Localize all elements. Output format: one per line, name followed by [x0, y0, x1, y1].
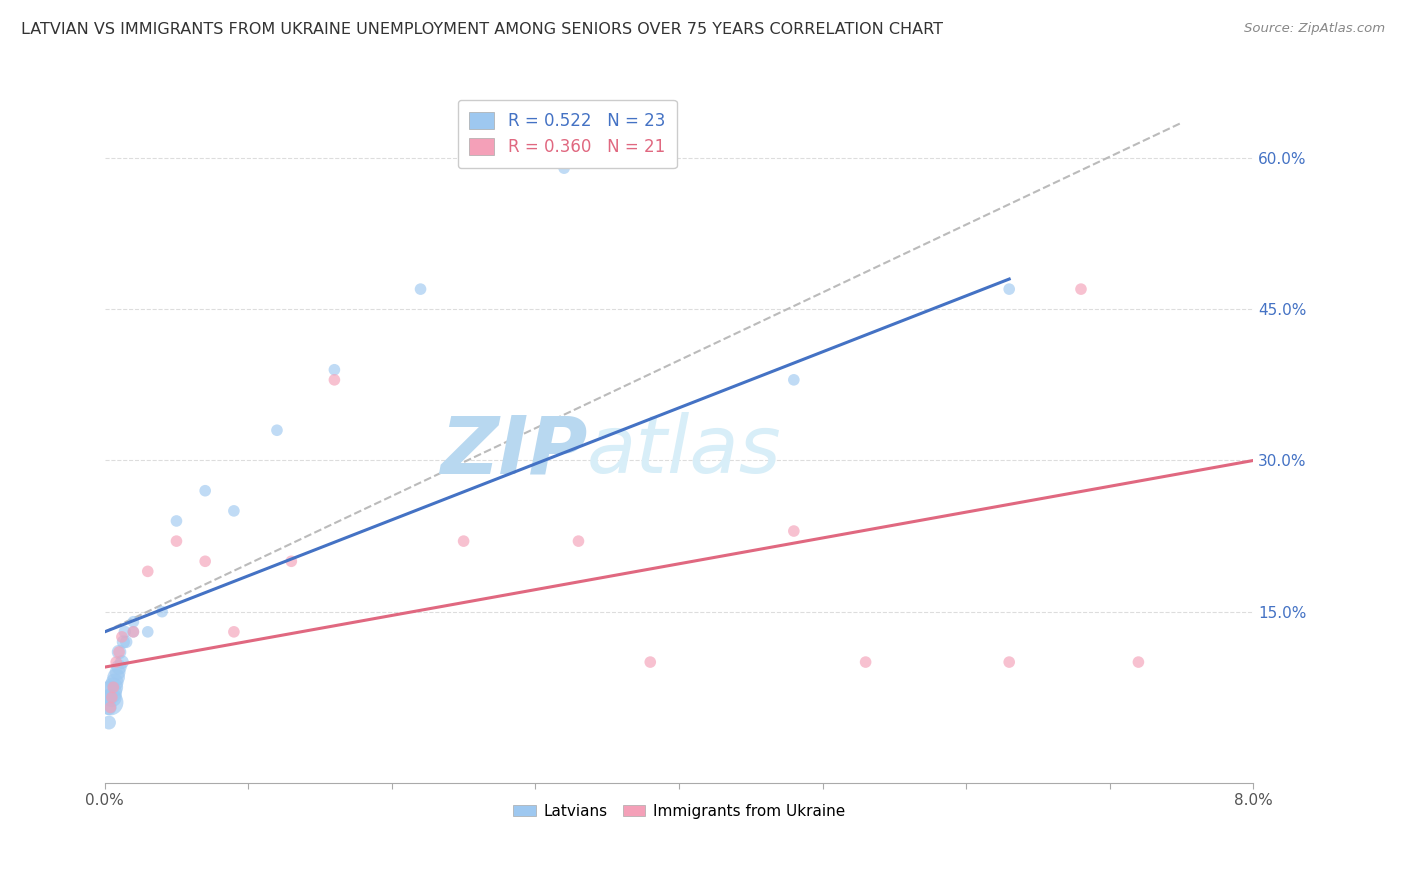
Text: LATVIAN VS IMMIGRANTS FROM UKRAINE UNEMPLOYMENT AMONG SENIORS OVER 75 YEARS CORR: LATVIAN VS IMMIGRANTS FROM UKRAINE UNEMP… — [21, 22, 943, 37]
Text: Source: ZipAtlas.com: Source: ZipAtlas.com — [1244, 22, 1385, 36]
Point — [1128, 655, 1150, 669]
Point — [323, 373, 346, 387]
Point — [783, 373, 806, 387]
Text: ZIP: ZIP — [440, 412, 588, 491]
Point — [122, 624, 145, 639]
Point — [114, 624, 136, 639]
Point — [567, 534, 589, 549]
Point — [100, 685, 122, 699]
Point — [100, 700, 122, 714]
Point — [111, 655, 134, 669]
Point — [553, 161, 575, 176]
Point — [101, 690, 124, 705]
Point — [855, 655, 877, 669]
Point — [194, 554, 217, 568]
Point — [100, 695, 122, 709]
Point — [453, 534, 475, 549]
Point — [409, 282, 432, 296]
Point — [194, 483, 217, 498]
Point — [104, 675, 127, 690]
Point — [108, 660, 131, 674]
Point — [105, 655, 128, 669]
Point — [103, 680, 125, 694]
Text: atlas: atlas — [588, 412, 782, 491]
Point — [638, 655, 661, 669]
Point — [111, 630, 134, 644]
Point — [105, 670, 128, 684]
Point — [115, 635, 138, 649]
Point — [107, 665, 129, 680]
Point — [323, 363, 346, 377]
Point — [266, 423, 288, 437]
Point — [150, 605, 173, 619]
Point — [98, 715, 121, 730]
Point — [136, 565, 159, 579]
Point — [122, 615, 145, 629]
Point — [222, 624, 245, 639]
Point — [101, 690, 124, 705]
Point — [166, 514, 188, 528]
Point — [222, 504, 245, 518]
Point — [108, 645, 131, 659]
Point — [108, 645, 131, 659]
Legend: Latvians, Immigrants from Ukraine: Latvians, Immigrants from Ukraine — [506, 797, 852, 825]
Point — [122, 624, 145, 639]
Point — [112, 635, 135, 649]
Point — [103, 680, 125, 694]
Point — [998, 655, 1021, 669]
Point — [783, 524, 806, 538]
Point — [166, 534, 188, 549]
Point — [1070, 282, 1092, 296]
Point — [998, 282, 1021, 296]
Point — [136, 624, 159, 639]
Point — [98, 700, 121, 714]
Point — [280, 554, 302, 568]
